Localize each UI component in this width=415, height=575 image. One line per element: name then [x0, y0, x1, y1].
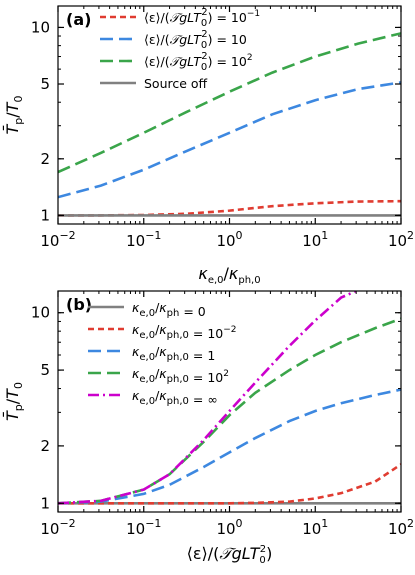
y-tick-label: 10 — [31, 18, 50, 36]
y-tick-label: 2 — [40, 150, 50, 168]
series-line-1 — [58, 463, 401, 505]
y-axis-label: T̄p/T0 — [3, 382, 25, 421]
y-tick-label: 1 — [40, 494, 50, 512]
x-tick-label: 10−2 — [40, 229, 75, 250]
y-tick-label: 5 — [40, 361, 50, 379]
y-tick-label: 1 — [40, 206, 50, 224]
legend-label: ⟨ε⟩/(𝒯gLT02) = 10 — [144, 29, 247, 51]
legend-label: κe,0/κph,0 = 102 — [132, 366, 229, 385]
series-group — [58, 291, 401, 505]
legend: ⟨ε⟩/(𝒯gLT02) = 10−1⟨ε⟩/(𝒯gLT02) = 10⟨ε⟩/… — [100, 7, 260, 91]
x-axis-label: κe,0/κph,0 — [198, 264, 260, 286]
legend-label: κe,0/κph = 0 — [132, 300, 206, 319]
panel-label: (b) — [66, 295, 92, 314]
legend-label: κe,0/κph,0 = ∞ — [132, 388, 218, 407]
series-line-2 — [58, 388, 401, 505]
y-axis-label: T̄p/T0 — [3, 96, 25, 135]
y-tick-label: 2 — [40, 437, 50, 455]
legend-label: ⟨ε⟩/(𝒯gLT02) = 10−1 — [144, 7, 260, 29]
x-tick-label: 10−1 — [126, 517, 161, 538]
panel-label: (a) — [66, 10, 91, 29]
x-tick-label: 101 — [302, 517, 328, 538]
x-tick-label: 10−1 — [126, 229, 161, 250]
x-tick-label: 100 — [216, 229, 242, 250]
series-line-2 — [58, 32, 401, 174]
x-tick-label: 102 — [388, 517, 414, 538]
x-tick-label: 102 — [388, 229, 414, 250]
legend-label: κe,0/κph,0 = 10−2 — [132, 322, 237, 341]
legend: κe,0/κph = 0 κe,0/κph,0 = 10−2 κe,0/κph,0 … — [88, 300, 237, 407]
x-tick-label: 10−2 — [40, 517, 75, 538]
x-axis-label: ⟨ε⟩/(𝒯gLT02) — [187, 544, 273, 566]
panel-b: 10−2 10−1 100 101 102 1 2 5 10 T̄p/T0 ⟨ε⟩/(𝒯gLT02)… — [3, 290, 414, 566]
legend-label: κe,0/κph,0 = 1 — [132, 344, 215, 363]
x-tick-label: 100 — [216, 517, 242, 538]
panel-a: 10−2 10−1 100 101 102 1 2 5 10 T̄p/T0 κe,0/κph,0 (a… — [3, 5, 414, 286]
series-line-0 — [58, 199, 401, 217]
legend-label: ⟨ε⟩/(𝒯gLT02) = 102 — [144, 51, 253, 73]
legend-label: Source off — [144, 76, 208, 91]
x-tick-label: 101 — [302, 229, 328, 250]
y-tick-label: 10 — [31, 304, 50, 322]
y-tick-label: 5 — [40, 75, 50, 93]
series-line-4 — [58, 291, 357, 505]
series-group — [58, 32, 401, 217]
series-line-1 — [58, 81, 401, 199]
